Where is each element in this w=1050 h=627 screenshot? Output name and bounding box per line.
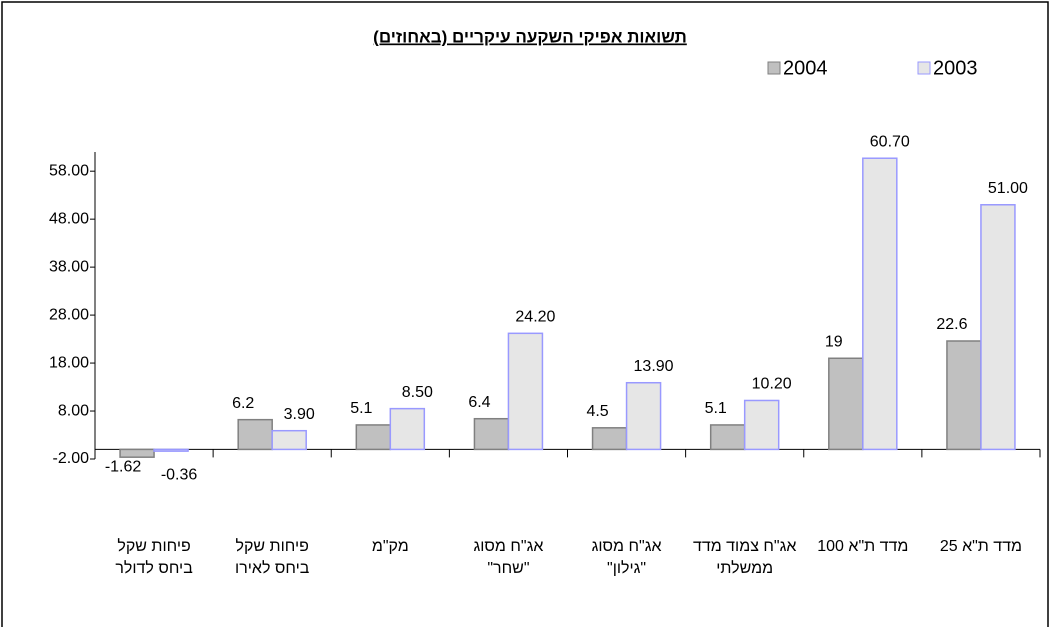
x-tick-label: פיחות שקל ביחס לדולר xyxy=(115,538,193,577)
data-label: 3.90 xyxy=(284,406,315,423)
y-tick-label: 28.00 xyxy=(49,306,89,323)
data-label: 5.1 xyxy=(705,400,727,417)
data-label: 8.50 xyxy=(402,384,433,401)
bar xyxy=(591,427,628,451)
y-tick-label: 18.00 xyxy=(49,354,89,371)
chart-title: תשואות אפיקי השקעה עיקריים (באחוזים) xyxy=(373,27,687,46)
x-tick-label: אג"ח מסוג "שחר" xyxy=(473,538,544,577)
legend-label: 2003 xyxy=(933,57,978,79)
y-tick-label: 38.00 xyxy=(49,258,89,275)
y-tick-label: 8.00 xyxy=(58,402,89,419)
data-label: 6.4 xyxy=(468,394,490,411)
data-label: -1.62 xyxy=(105,458,142,475)
x-tick-label: אג"ח מסוג "גילון" xyxy=(591,538,662,577)
data-label: 60.70 xyxy=(870,133,910,150)
bar xyxy=(709,424,746,451)
data-label: 24.20 xyxy=(515,309,555,326)
data-label: 19 xyxy=(825,333,843,350)
legend-swatch xyxy=(917,61,931,75)
bar xyxy=(980,204,1016,451)
data-label: 5.1 xyxy=(350,400,372,417)
bar xyxy=(862,157,898,451)
x-tick-label: מדד ת"א 100 xyxy=(817,538,909,555)
bar xyxy=(355,424,392,451)
bar xyxy=(271,429,307,451)
y-tick-label: -2.00 xyxy=(53,450,90,467)
bar xyxy=(625,381,662,451)
bar xyxy=(946,340,982,451)
x-tick-label: מק"מ xyxy=(371,538,409,555)
x-tick-label: מדד ת"א 25 xyxy=(939,538,1023,555)
bar xyxy=(743,399,780,451)
x-tick-label: פיחות שקל ביחס לאירו xyxy=(235,538,310,577)
bar xyxy=(389,407,426,451)
y-tick-label: 48.00 xyxy=(49,210,89,227)
legend-swatch xyxy=(767,61,781,75)
bar xyxy=(153,448,189,452)
data-label: 6.2 xyxy=(232,395,254,412)
data-label: 10.20 xyxy=(752,376,792,393)
data-label: 13.90 xyxy=(634,358,674,375)
bar xyxy=(119,448,155,458)
bar xyxy=(828,357,864,451)
data-label: 22.6 xyxy=(936,316,967,333)
data-label: 51.00 xyxy=(988,180,1028,197)
bar xyxy=(237,418,273,451)
data-label: -0.36 xyxy=(161,466,198,483)
y-tick-label: 58.00 xyxy=(49,162,89,179)
data-label: 4.5 xyxy=(586,403,608,420)
x-tick-label: אג"ח צמוד מדד ממשלתי xyxy=(693,538,797,577)
bar xyxy=(507,332,544,451)
legend-label: 2004 xyxy=(783,57,828,79)
bar xyxy=(473,417,510,451)
